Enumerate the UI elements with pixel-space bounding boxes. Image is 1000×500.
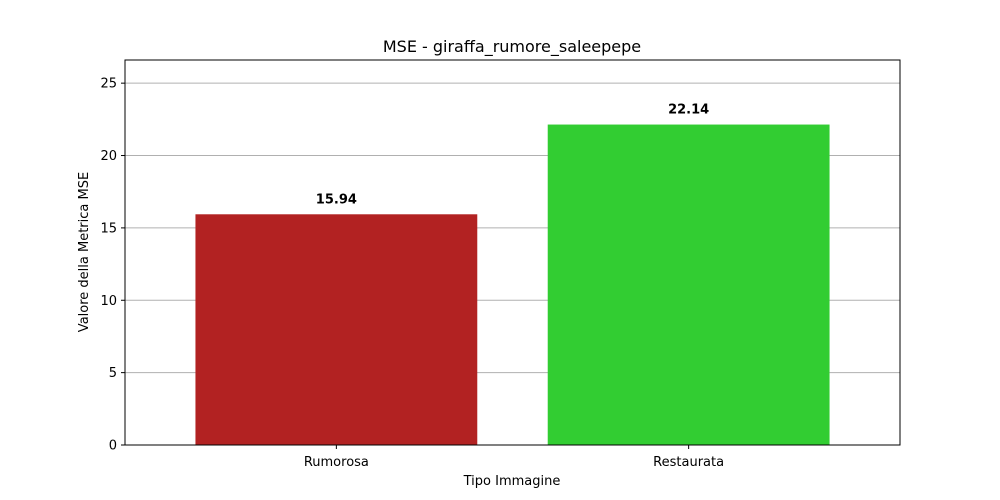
y-tick-label: 25 <box>100 77 117 92</box>
data-label-rumorosa: 15.94 <box>316 192 357 207</box>
y-tick-label: 5 <box>109 366 117 381</box>
y-axis-label: Valore della Metrica MSE <box>77 172 92 332</box>
bar-restaurata <box>547 124 830 445</box>
y-tick-label: 20 <box>100 149 117 164</box>
plot-frame <box>124 59 901 446</box>
x-tick-label-restaurata: Restaurata <box>653 455 724 470</box>
y-axis-ticks: 0 5 10 15 20 25 <box>100 77 125 454</box>
x-axis-label: Tipo Immagine <box>463 474 561 489</box>
y-tick-label: 10 <box>100 294 117 309</box>
x-tick-label-rumorosa: Rumorosa <box>304 455 369 470</box>
x-axis-ticks: Rumorosa Restaurata <box>304 445 724 470</box>
data-label-restaurata: 22.14 <box>668 103 709 118</box>
bars <box>195 124 830 445</box>
chart-title: MSE - giraffa_rumore_saleepepe <box>383 37 641 57</box>
bar-rumorosa <box>195 214 478 445</box>
data-labels: 15.94 22.14 <box>316 103 709 208</box>
y-tick-label: 15 <box>100 221 117 236</box>
y-tick-label: 0 <box>109 439 117 454</box>
